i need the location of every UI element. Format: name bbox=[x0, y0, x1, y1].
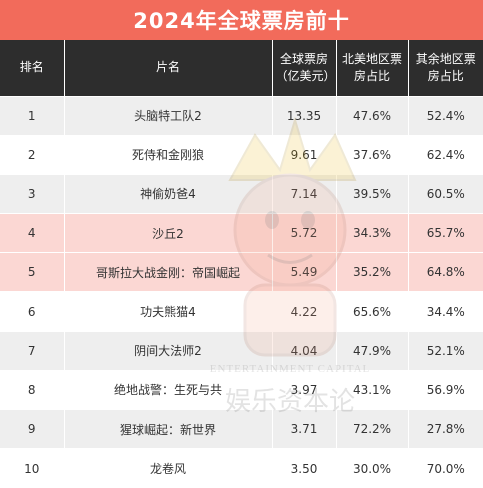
table-row: 9 猩球崛起：新世界 3.71 72.2% 27.8% bbox=[0, 408, 483, 449]
table-row: 4 沙丘2 5.72 34.3% 65.7% bbox=[0, 213, 483, 253]
cell-rest-share: 62.4% bbox=[407, 134, 483, 175]
cell-rest-share: 60.5% bbox=[407, 173, 483, 214]
cell-na-share: 47.9% bbox=[335, 330, 408, 371]
cell-title: 哥斯拉大战金刚：帝国崛起 bbox=[63, 252, 272, 292]
cell-rest-share: 34.4% bbox=[407, 291, 483, 332]
table-row: 7 阴间大法师2 4.04 47.9% 52.1% bbox=[0, 330, 483, 371]
box-office-table: 排名 片名 全球票房（亿美元） 北美地区票房占比 其余地区票房占比 1 头脑特工… bbox=[0, 40, 483, 488]
cell-rank: 6 bbox=[0, 291, 64, 332]
cell-rank: 1 bbox=[0, 95, 64, 136]
table-row: 5 哥斯拉大战金刚：帝国崛起 5.49 35.2% 64.8% bbox=[0, 252, 483, 292]
cell-title: 功夫熊猫4 bbox=[63, 291, 272, 332]
cell-title: 猩球崛起：新世界 bbox=[63, 408, 272, 449]
table-row: 2 死侍和金刚狼 9.61 37.6% 62.4% bbox=[0, 134, 483, 175]
cell-na-share: 35.2% bbox=[335, 252, 408, 292]
header-rest-share: 其余地区票房占比 bbox=[407, 40, 483, 96]
cell-na-share: 39.5% bbox=[335, 173, 408, 214]
cell-rest-share: 27.8% bbox=[407, 408, 483, 449]
table-header-row: 排名 片名 全球票房（亿美元） 北美地区票房占比 其余地区票房占比 bbox=[0, 40, 483, 96]
cell-rank: 4 bbox=[0, 213, 64, 253]
page-title: 2024年全球票房前十 bbox=[133, 9, 350, 33]
cell-rest-share: 65.7% bbox=[407, 213, 483, 253]
table-row: 3 神偷奶爸4 7.14 39.5% 60.5% bbox=[0, 173, 483, 214]
cell-rest-share: 56.9% bbox=[407, 369, 483, 410]
header-global-gross: 全球票房（亿美元） bbox=[271, 40, 336, 96]
cell-rank: 2 bbox=[0, 134, 64, 175]
header-title: 片名 bbox=[63, 40, 272, 96]
cell-gross: 5.72 bbox=[271, 213, 336, 253]
cell-na-share: 30.0% bbox=[335, 448, 408, 488]
cell-title: 阴间大法师2 bbox=[63, 330, 272, 371]
cell-rank: 3 bbox=[0, 173, 64, 214]
header-north-america-share: 北美地区票房占比 bbox=[335, 40, 408, 96]
cell-title: 龙卷风 bbox=[63, 448, 272, 488]
cell-rank: 8 bbox=[0, 369, 64, 410]
cell-gross: 5.49 bbox=[271, 252, 336, 292]
cell-rank: 5 bbox=[0, 252, 64, 292]
table-row: 6 功夫熊猫4 4.22 65.6% 34.4% bbox=[0, 291, 483, 332]
cell-title: 死侍和金刚狼 bbox=[63, 134, 272, 175]
cell-na-share: 47.6% bbox=[335, 95, 408, 136]
cell-gross: 13.35 bbox=[271, 95, 336, 136]
cell-na-share: 34.3% bbox=[335, 213, 408, 253]
cell-rest-share: 64.8% bbox=[407, 252, 483, 292]
cell-rank: 10 bbox=[0, 448, 64, 488]
cell-rank: 7 bbox=[0, 330, 64, 371]
cell-gross: 3.71 bbox=[271, 408, 336, 449]
cell-title: 头脑特工队2 bbox=[63, 95, 272, 136]
cell-na-share: 37.6% bbox=[335, 134, 408, 175]
cell-gross: 3.50 bbox=[271, 448, 336, 488]
cell-title: 绝地战警：生死与共 bbox=[63, 369, 272, 410]
cell-gross: 7.14 bbox=[271, 173, 336, 214]
cell-gross: 3.97 bbox=[271, 369, 336, 410]
cell-rest-share: 70.0% bbox=[407, 448, 483, 488]
table-row: 10 龙卷风 3.50 30.0% 70.0% bbox=[0, 448, 483, 488]
cell-na-share: 43.1% bbox=[335, 369, 408, 410]
cell-title: 神偷奶爸4 bbox=[63, 173, 272, 214]
table-row: 8 绝地战警：生死与共 3.97 43.1% 56.9% bbox=[0, 369, 483, 410]
cell-gross: 4.22 bbox=[271, 291, 336, 332]
cell-gross: 4.04 bbox=[271, 330, 336, 371]
cell-rest-share: 52.1% bbox=[407, 330, 483, 371]
cell-rest-share: 52.4% bbox=[407, 95, 483, 136]
cell-rank: 9 bbox=[0, 408, 64, 449]
cell-title: 沙丘2 bbox=[63, 213, 272, 253]
cell-na-share: 65.6% bbox=[335, 291, 408, 332]
header-rank: 排名 bbox=[19, 60, 44, 75]
table-row: 1 头脑特工队2 13.35 47.6% 52.4% bbox=[0, 95, 483, 136]
title-bar: 2024年全球票房前十 bbox=[0, 0, 483, 40]
cell-na-share: 72.2% bbox=[335, 408, 408, 449]
cell-gross: 9.61 bbox=[271, 134, 336, 175]
